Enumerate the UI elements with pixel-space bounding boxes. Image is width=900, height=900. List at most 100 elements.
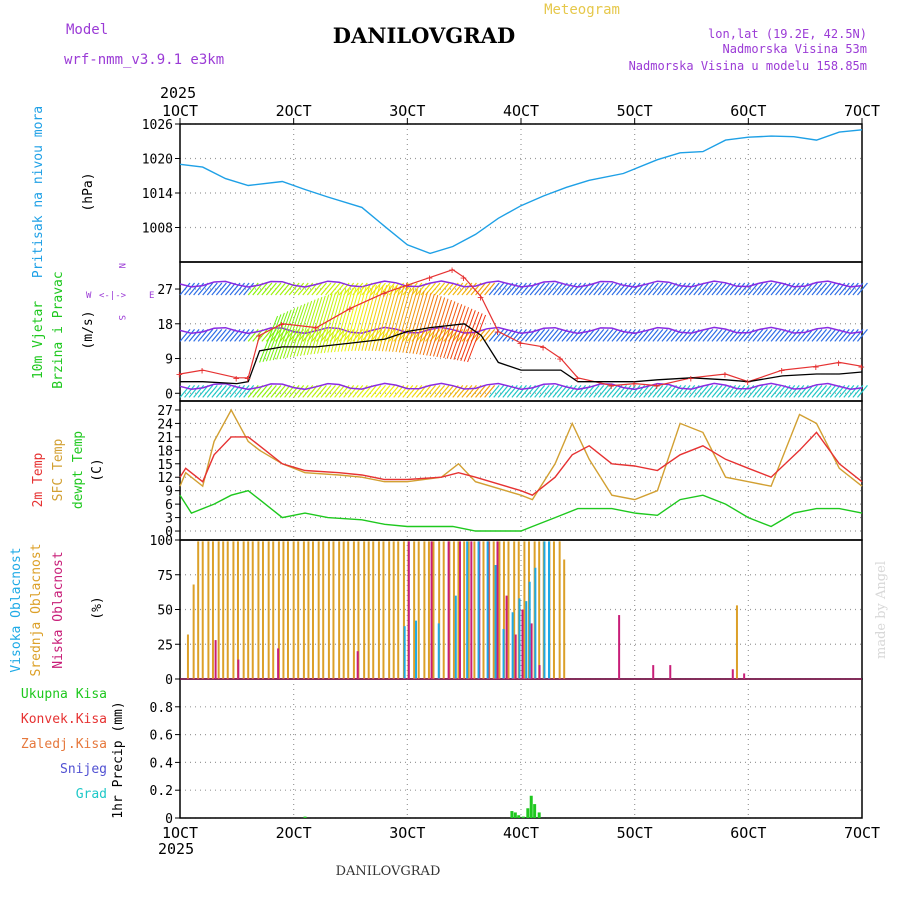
y-tick-label: 21 (157, 431, 173, 446)
wind-hatch (337, 287, 357, 352)
wind-ylabel: (m/s) (81, 310, 96, 349)
wind-barb (529, 328, 541, 342)
wind-barb (538, 384, 550, 398)
wind-barb (847, 282, 859, 296)
wind-hatch (289, 302, 309, 358)
wind-barb (343, 384, 355, 398)
wind-hatch (415, 293, 435, 355)
wind-barb (515, 282, 527, 296)
wind-barb (425, 384, 436, 398)
wind-barb (238, 282, 250, 296)
dewpoint-line (179, 489, 863, 532)
pressure-title: Pritisak na nivou mora (31, 106, 46, 278)
y-tick-label: 75 (157, 569, 173, 584)
wind-barb (406, 384, 418, 398)
y-tick-label: 1026 (142, 118, 173, 133)
wind-barb (325, 384, 336, 398)
wind-barb (838, 282, 850, 296)
wind-barb (588, 384, 600, 398)
wind-barb (620, 328, 632, 342)
wind-barb (638, 328, 650, 342)
wind-barb (847, 328, 859, 342)
wind-hatch (364, 285, 384, 351)
wind-barb (752, 384, 764, 398)
wind-barb (479, 328, 491, 342)
wind-barb (179, 328, 191, 342)
wind-barb (811, 384, 823, 398)
t2m-line (179, 431, 863, 496)
wind-barb (543, 282, 555, 296)
y-tick-label: 18 (157, 444, 173, 459)
wind-barb (811, 328, 823, 342)
gust-marker: + (460, 271, 467, 284)
wind-barb (320, 384, 332, 398)
wind-barb (311, 384, 323, 398)
wind-barb (484, 328, 496, 342)
wind-barb (215, 328, 227, 342)
wind-barb (497, 328, 509, 342)
y-tick-label: 0 (165, 812, 173, 827)
wind-barb (697, 328, 709, 342)
gust-marker: + (244, 372, 251, 385)
wind-barb (461, 328, 473, 342)
lonlat-label: lon,lat (19.2E, 42.5N) (708, 27, 867, 41)
wind-barb (202, 282, 214, 296)
wind-barb (552, 384, 564, 398)
gust-marker: + (477, 291, 484, 304)
wind-barb (538, 328, 550, 342)
x-tick-label-top: 4OCT (503, 102, 539, 120)
wind-barb (738, 282, 750, 296)
precip-bar (529, 795, 533, 818)
wind-barb (706, 384, 718, 398)
wind-barb (225, 384, 236, 398)
wind-direction-band (179, 280, 863, 288)
wind-barb (566, 328, 577, 342)
gust-marker: + (199, 364, 206, 377)
y-tick-label: 0 (165, 387, 173, 402)
wind-barb (788, 384, 800, 398)
precip-bar (533, 804, 537, 818)
wind-barb (825, 282, 837, 296)
y-tick-label: 0 (165, 673, 173, 688)
wind-barb (816, 282, 827, 296)
wind-hatch (378, 285, 398, 352)
gust-marker: + (494, 326, 501, 339)
wind-barb (543, 328, 555, 342)
wind-direction-band (179, 382, 863, 391)
wind-barb (575, 328, 587, 342)
wind-barb (325, 282, 336, 296)
gust-marker: + (278, 318, 285, 331)
wind-barb (597, 384, 609, 398)
wind-barb (520, 328, 532, 342)
wind-barb (188, 282, 200, 296)
wind-barb (806, 328, 818, 342)
x-tick-label-bottom: 5OCT (617, 824, 653, 842)
y-tick-label: 27 (157, 283, 173, 298)
wind-hatch (439, 302, 459, 358)
wind-barb (711, 328, 723, 342)
wind-barb (729, 328, 741, 342)
wind-barb (475, 384, 486, 398)
y-tick-label: 1008 (142, 222, 173, 237)
model-label: Model (66, 22, 108, 38)
wind-barb (279, 384, 291, 398)
gust-marker: + (426, 271, 433, 284)
cloud-title-high: Visoka Oblacnost (9, 547, 24, 672)
wind-barb (465, 282, 477, 296)
pressure-ylabel: (hPa) (81, 172, 96, 211)
wind-hatch (392, 287, 412, 352)
wind-barb (706, 282, 718, 296)
wind-hatch (344, 286, 364, 352)
wind-barb (566, 282, 577, 296)
wind-barb (756, 282, 768, 296)
wind-barb (856, 282, 868, 296)
wind-barb (825, 328, 837, 342)
wind-barb (184, 328, 196, 342)
wind-hatch (303, 296, 323, 356)
wind-barb (538, 282, 550, 296)
wind-barb (806, 282, 818, 296)
gust-marker: + (557, 353, 564, 366)
wind-barb (793, 384, 805, 398)
wind-barb (679, 384, 691, 398)
wind-barb (584, 282, 596, 296)
